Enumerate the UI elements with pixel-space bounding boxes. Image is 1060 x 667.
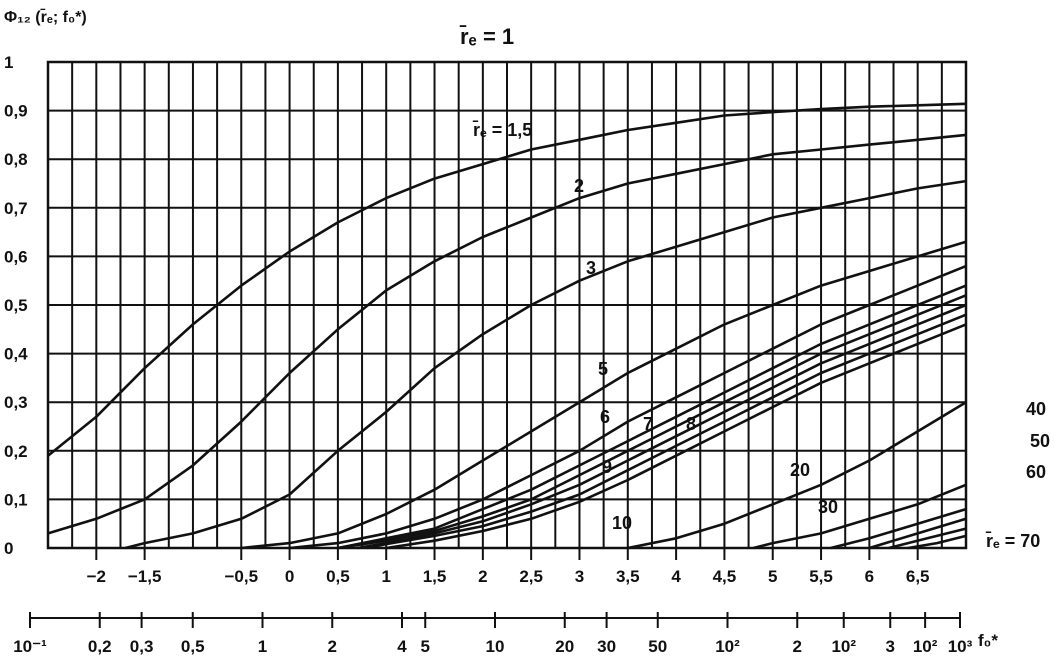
x-tick-label-top: 6,5 — [906, 567, 930, 586]
y-tick-label: 1 — [4, 53, 13, 72]
curve-series-14 — [888, 527, 967, 550]
curve-series-8 — [366, 313, 967, 550]
curve-label-5: 6 — [600, 407, 610, 427]
x-tick-label-bottom: 30 — [597, 637, 616, 656]
y-tick-label: 0,7 — [4, 199, 28, 218]
x-tick-label-bottom: 0,5 — [181, 637, 205, 656]
x-tick-label-bottom: 10 — [486, 637, 505, 656]
y-tick-label: 0,1 — [4, 490, 28, 509]
x-tick-label-bottom: 4 — [397, 637, 407, 656]
curve-label-15: r̄ₑ = 70 — [985, 531, 1040, 551]
x-tick-label-bottom: 20 — [555, 637, 574, 656]
curve-series-5 — [337, 284, 967, 550]
x-tick-label-top: 4 — [671, 567, 681, 586]
x-tick-label-top: 0,5 — [326, 567, 350, 586]
x-tick-label-bottom: 0,2 — [88, 637, 112, 656]
x-tick-label-top: 3 — [575, 567, 584, 586]
chart-title: r̄ₑ = 1 — [459, 24, 514, 49]
x-tick-label-top: 0 — [285, 567, 294, 586]
x-tick-label-top: 2,5 — [519, 567, 543, 586]
y-tick-label: 0,5 — [4, 296, 28, 315]
curve-series-12 — [830, 507, 967, 550]
curve-series-1 — [47, 133, 967, 535]
x-tick-label-top: −2 — [87, 567, 106, 586]
x-tick-label-top: 4,5 — [713, 567, 737, 586]
curve-series-7 — [356, 303, 967, 550]
curves — [47, 102, 967, 550]
x-tick-label-top: 6 — [865, 567, 874, 586]
curve-label-13: 50 — [1030, 431, 1050, 451]
curve-series-15 — [907, 534, 967, 550]
y-tick-label: 0,3 — [4, 393, 28, 412]
curve-series-4 — [289, 264, 967, 550]
x-tick-label-top: 2 — [478, 567, 487, 586]
axis-ticks: 0 0,1 0,2 0,3 0,4 0,5 0,6 0,7 0,8 0,9 1 −2 −1,5 −0,5 0… — [4, 53, 973, 656]
curve-label-10: 20 — [790, 460, 810, 480]
y-tick-label: 0,9 — [4, 102, 28, 121]
curve-series-0 — [47, 102, 967, 457]
x-axis-bottom-unit: f₀* — [978, 631, 998, 650]
curve-series-11 — [753, 483, 967, 550]
curve-label-9: 10 — [612, 513, 632, 533]
x-tick-label-top: 1 — [381, 567, 390, 586]
y-tick-label: 0,6 — [4, 247, 28, 266]
x-tick-label-top: 5,5 — [809, 567, 833, 586]
curve-label-2: 2 — [574, 176, 584, 196]
x-tick-label-bottom: 1 — [258, 637, 267, 656]
x-tick-label-bottom: 5 — [421, 637, 430, 656]
y-tick-label: 0,4 — [4, 345, 28, 364]
x-tick-label-bottom: 3 — [886, 637, 895, 656]
curve-series-2 — [124, 179, 967, 550]
x-tick-label-top: 3,5 — [616, 567, 640, 586]
curve-label-4: 5 — [598, 359, 608, 379]
curve-series-10 — [627, 401, 967, 550]
curve-label-14: 60 — [1026, 462, 1046, 482]
x-tick-label-bottom: 50 — [648, 637, 667, 656]
curve-label-6: 7 — [643, 414, 653, 434]
x-tick-label-bottom: 10³ — [948, 637, 973, 656]
x-tick-label-bottom: 10² — [831, 637, 856, 656]
y-tick-label: 0 — [4, 539, 13, 558]
x-tick-label-top: 1,5 — [423, 567, 447, 586]
x-tick-label-bottom: 10² — [913, 637, 938, 656]
x-tick-label-top: −1,5 — [128, 567, 162, 586]
curve-label-11: 30 — [818, 497, 838, 517]
curve-label-1: r̄ₑ = 1,5 — [472, 120, 532, 140]
curve-labels: r̄ₑ = 1,5 2 3 5 6 7 8 9 10 20 30 40 50 60 r̄ₑ = 70 — [472, 120, 1050, 551]
curve-label-8: 9 — [602, 457, 612, 477]
curve-label-3: 3 — [586, 258, 596, 278]
curve-series-13 — [869, 517, 967, 550]
curve-series-3 — [241, 240, 967, 550]
curve-series-9 — [386, 323, 967, 550]
x-tick-label-bottom: 2 — [793, 637, 802, 656]
curve-label-12: 40 — [1026, 399, 1046, 419]
x-tick-label-bottom: 10² — [715, 637, 740, 656]
x-tick-label-top: −0,5 — [224, 567, 258, 586]
y-axis-title: Φ₁₂ (r̄ₑ; f₀*) — [4, 7, 87, 26]
x-tick-label-bottom: 10⁻¹ — [13, 637, 47, 656]
y-tick-label: 0,8 — [4, 150, 28, 169]
x-tick-label-top: 5 — [768, 567, 777, 586]
curve-series-6 — [337, 294, 967, 550]
x-tick-label-bottom: 0,3 — [130, 637, 154, 656]
curve-label-7: 8 — [686, 414, 696, 434]
x-tick-label-bottom: 2 — [328, 637, 337, 656]
y-tick-label: 0,2 — [4, 442, 28, 461]
